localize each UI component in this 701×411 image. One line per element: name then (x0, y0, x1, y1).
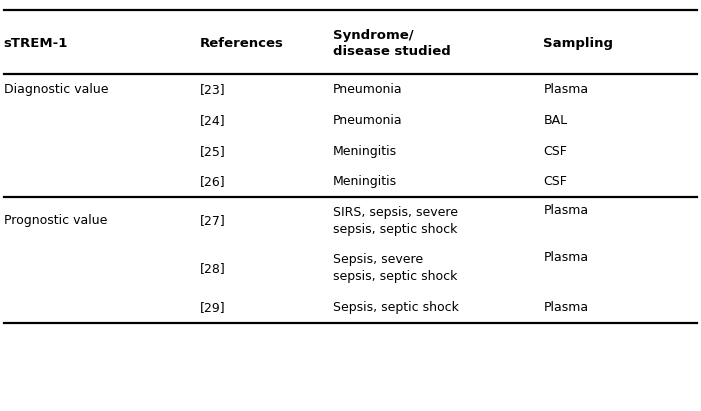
Text: SIRS, sepsis, severe
sepsis, septic shock: SIRS, sepsis, severe sepsis, septic shoc… (333, 206, 458, 236)
Text: Sepsis, severe
sepsis, septic shock: Sepsis, severe sepsis, septic shock (333, 254, 457, 283)
Text: CSF: CSF (543, 145, 567, 157)
Text: sTREM-1: sTREM-1 (4, 37, 68, 50)
Text: BAL: BAL (543, 114, 567, 127)
Text: Plasma: Plasma (543, 251, 588, 264)
Text: Plasma: Plasma (543, 301, 588, 314)
Text: Pneumonia: Pneumonia (333, 114, 402, 127)
Text: [28]: [28] (200, 262, 226, 275)
Text: [23]: [23] (200, 83, 226, 96)
Text: [26]: [26] (200, 175, 226, 188)
Text: [29]: [29] (200, 301, 226, 314)
Text: Pneumonia: Pneumonia (333, 83, 402, 96)
Text: Sampling: Sampling (543, 37, 613, 50)
Text: References: References (200, 37, 284, 50)
Text: [24]: [24] (200, 114, 226, 127)
Text: Meningitis: Meningitis (333, 175, 397, 188)
Text: [27]: [27] (200, 215, 226, 227)
Text: [25]: [25] (200, 145, 226, 157)
Text: Sepsis, septic shock: Sepsis, septic shock (333, 301, 459, 314)
Text: Syndrome/
disease studied: Syndrome/ disease studied (333, 29, 451, 58)
Text: Meningitis: Meningitis (333, 145, 397, 157)
Text: Plasma: Plasma (543, 83, 588, 96)
Text: CSF: CSF (543, 175, 567, 188)
Text: Prognostic value: Prognostic value (4, 215, 107, 227)
Text: Plasma: Plasma (543, 204, 588, 217)
Text: Diagnostic value: Diagnostic value (4, 83, 108, 96)
